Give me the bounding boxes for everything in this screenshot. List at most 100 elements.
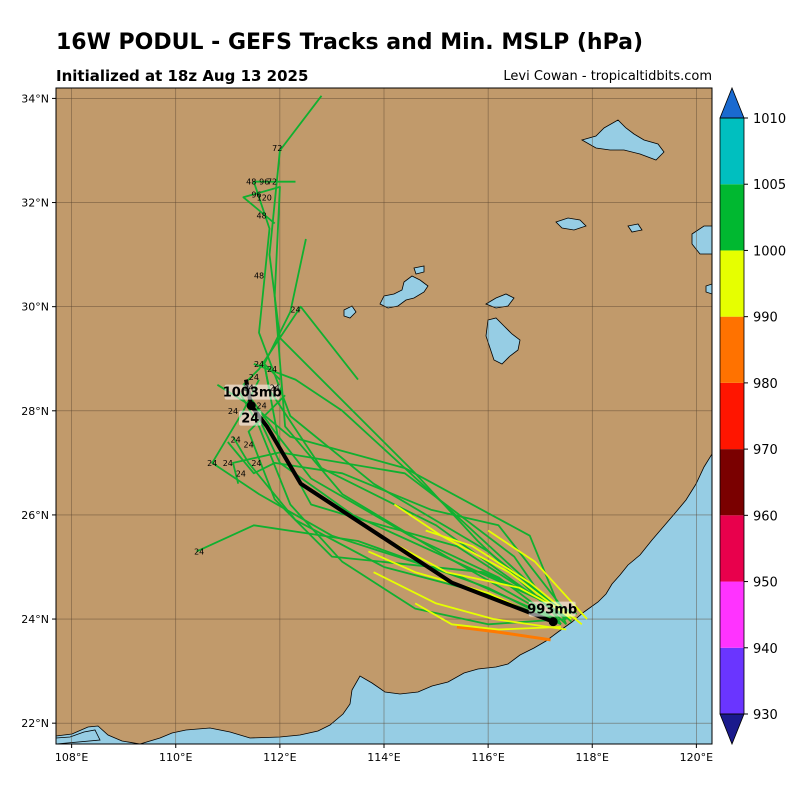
lake [691, 225, 712, 255]
member-track-orange [456, 625, 551, 642]
colorbar-segment [720, 382, 744, 450]
colorbar-label: 970 [753, 443, 778, 458]
lake [627, 223, 643, 233]
mean-hour-label: 24 [241, 412, 259, 427]
lake [485, 317, 521, 365]
member-tracks [196, 95, 588, 642]
mean-hour-label-bg [239, 410, 262, 426]
colorbar-segment [720, 581, 744, 648]
lake [580, 119, 665, 161]
hour24-point [246, 401, 256, 411]
forecast-hour-label: 24 [231, 435, 241, 444]
credit: Levi Cowan - tropicaltidbits.com [503, 69, 712, 84]
member-track-green [253, 363, 573, 623]
forecast-hour-label: 24 [251, 459, 261, 468]
forecast-hour-label: 48 [246, 178, 256, 187]
lake [485, 293, 515, 309]
member-track-green [242, 186, 557, 620]
forecast-hour-label: 24 [207, 459, 217, 468]
colorbar-label: 930 [753, 708, 778, 723]
forecast-hour-label: 120 [257, 193, 272, 202]
lon-tick-label: 114°E [367, 751, 400, 764]
forecast-hour-label: 24 [254, 360, 264, 369]
colorbar-segment [720, 184, 744, 251]
pressure-colorbar: 930 940 950 960 970 980 990 1000 1005 1010 [719, 86, 786, 746]
colorbar-segment [720, 250, 744, 317]
colorbar-segment [720, 118, 744, 185]
forecast-hour-label: 96 [251, 191, 261, 200]
end-pressure-label: 1003mb [223, 386, 282, 401]
south-china-sea [56, 453, 712, 744]
member-track-yellow [393, 503, 572, 620]
gulf-coast [56, 729, 101, 744]
start-point [548, 617, 558, 627]
member-track-yellow [414, 602, 562, 631]
forecast-hour-label: 24 [270, 383, 280, 392]
colorbar-label: 940 [753, 642, 778, 657]
lat-tick-label: 30°N [21, 301, 49, 314]
lon-tick-label: 110°E [159, 751, 192, 764]
forecast-hour-label: 24 [228, 407, 238, 416]
lat-tick-label: 28°N [21, 405, 49, 418]
colorbar-label: 950 [753, 576, 778, 591]
colorbar-segment [720, 316, 744, 383]
forecast-hour-label: 24 [223, 459, 233, 468]
forecast-hour-label: 24 [236, 469, 246, 478]
forecast-hour-label: 48 [257, 212, 267, 221]
lon-tick-label: 112°E [263, 751, 296, 764]
start-pressure-label: 993mb [527, 603, 577, 618]
colorbar-segment [720, 647, 744, 714]
colorbar-segment [720, 515, 744, 582]
lon-tick-label: 120°E [680, 751, 713, 764]
lat-tick-label: 34°N [21, 92, 49, 105]
forecast-hour-label: 72 [272, 144, 282, 153]
end-pressure-label-bg [224, 384, 280, 400]
lon-tick-label: 116°E [471, 751, 504, 764]
colorbar-label: 990 [753, 311, 778, 326]
lake [413, 265, 425, 275]
colorbar-label: 1000 [753, 244, 786, 259]
member-track-green [232, 451, 562, 625]
start-pressure-label-bg [528, 601, 576, 617]
colorbar-over-arrow [719, 86, 745, 119]
colorbar-frame [719, 117, 745, 715]
forecast-hour-label: 24 [267, 365, 277, 374]
lon-tick-label: 108°E [55, 751, 88, 764]
axis-ticks: 108°E 110°E 112°E 114°E 116°E 118°E 120°E 22°N 2… [21, 92, 713, 764]
init-time: Initialized at 18z Aug 13 2025 [56, 67, 309, 85]
forecast-hour-label: 72 [267, 178, 277, 187]
forecast-hour-label: 24 [249, 373, 259, 382]
member-track-yellow [373, 571, 567, 631]
lake [705, 283, 712, 295]
colorbar-label: 960 [753, 509, 778, 524]
page-title: 16W PODUL - GEFS Tracks and Min. MSLP (h… [56, 30, 644, 55]
lat-tick-label: 22°N [21, 717, 49, 730]
lon-tick-label: 118°E [576, 751, 609, 764]
forecast-hour-label: 48 [254, 271, 264, 280]
colorbar-under-arrow [719, 713, 745, 746]
member-track-green [196, 524, 562, 626]
forecast-hour-label: 24 [194, 547, 204, 556]
colorbar-label: 980 [753, 377, 778, 392]
member-track-green [227, 441, 573, 620]
forecast-hour-label: 24 [257, 402, 267, 411]
forecast-hour-label: 96 [259, 178, 269, 187]
member-track-green [268, 95, 567, 625]
lat-tick-label: 24°N [21, 613, 49, 626]
lake [555, 217, 587, 231]
forecast-hour-label: 24 [290, 305, 300, 314]
colorbar-segment [720, 449, 744, 516]
colorbar-label: 1010 [753, 112, 786, 127]
lake [379, 275, 429, 309]
forecast-hour-label: 24 [244, 441, 254, 450]
forecast-hour-label: 24 [244, 383, 254, 392]
member-track-yellow [487, 529, 588, 620]
lat-tick-label: 32°N [21, 197, 49, 210]
lat-tick-label: 26°N [21, 509, 49, 522]
member-track-green [237, 389, 567, 626]
colorbar-label: 1005 [753, 178, 786, 193]
